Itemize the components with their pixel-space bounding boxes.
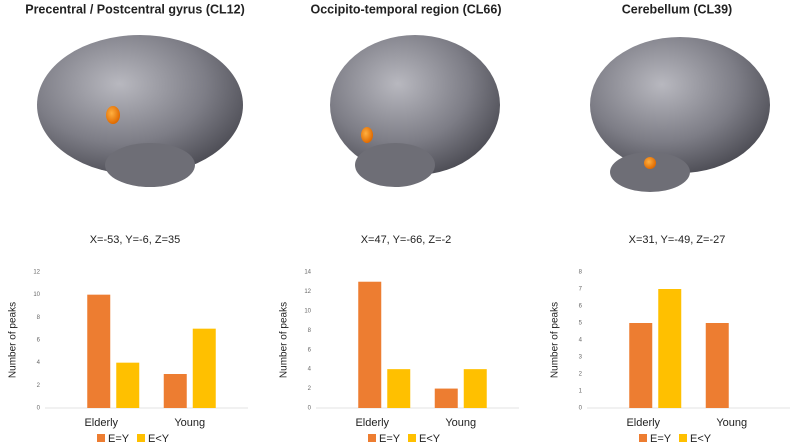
bar	[192, 328, 216, 408]
x-tick-label: Young	[174, 417, 205, 429]
legend-label: E<Y	[419, 433, 441, 445]
chart-title: Occipito-temporal region (CL66)	[311, 2, 502, 16]
x-tick-label: Young	[445, 417, 476, 429]
legend-swatch	[639, 434, 647, 442]
legend-label: E=Y	[379, 433, 401, 445]
bar	[163, 374, 187, 408]
y-tick-label: 6	[579, 304, 583, 310]
y-tick-label: 0	[308, 406, 312, 412]
y-tick-label: 2	[579, 372, 583, 378]
bar	[387, 369, 411, 408]
x-tick-label: Young	[716, 417, 747, 429]
y-tick-label: 5	[579, 321, 583, 327]
y-tick-label: 8	[579, 270, 583, 276]
legend-label: E<Y	[690, 433, 712, 445]
chart-title: Cerebellum (CL39)	[622, 2, 732, 16]
brain-3	[590, 37, 770, 192]
y-tick-label: 0	[579, 406, 583, 412]
bar	[463, 369, 487, 408]
y-tick-label: 6	[308, 347, 312, 353]
y-tick-label: 3	[579, 355, 583, 361]
y-tick-label: 7	[579, 287, 583, 293]
legend-swatch	[408, 434, 416, 442]
y-tick-label: 8	[308, 328, 312, 334]
bar	[629, 323, 653, 408]
legend-swatch	[368, 434, 376, 442]
bar	[116, 362, 140, 408]
legend-swatch	[97, 434, 105, 442]
legend-swatch	[679, 434, 687, 442]
x-tick-label: Elderly	[355, 417, 389, 429]
x-tick-label: Elderly	[626, 417, 660, 429]
coordinates: X=31, Y=-49, Z=-27	[629, 234, 726, 246]
chart-title: Precentral / Postcentral gyrus (CL12)	[25, 2, 245, 16]
y-tick-label: 12	[33, 270, 40, 276]
legend-label: E=Y	[108, 433, 130, 445]
y-tick-label: 4	[37, 360, 41, 366]
bar	[358, 281, 382, 408]
y-tick-label: 8	[37, 315, 41, 321]
bar	[658, 289, 682, 408]
y-axis-label: Number of peaks	[279, 302, 290, 378]
coordinates: X=47, Y=-66, Z=-2	[361, 234, 452, 246]
y-tick-label: 14	[304, 270, 311, 276]
y-axis-label: Number of peaks	[550, 302, 561, 378]
bar	[87, 294, 111, 408]
brain-2	[330, 35, 500, 187]
legend-swatch	[137, 434, 145, 442]
y-axis-label: Number of peaks	[8, 302, 19, 378]
legend-label: E<Y	[148, 433, 170, 445]
y-tick-label: 4	[308, 367, 312, 373]
y-tick-label: 12	[304, 289, 311, 295]
y-tick-label: 2	[308, 386, 312, 392]
y-tick-label: 6	[37, 338, 41, 344]
y-tick-label: 2	[37, 383, 41, 389]
bar	[705, 323, 729, 408]
brain-1	[37, 35, 243, 187]
bar	[434, 388, 458, 408]
coordinates: X=-53, Y=-6, Z=35	[90, 234, 181, 246]
y-tick-label: 10	[304, 308, 311, 314]
y-tick-label: 4	[579, 338, 583, 344]
x-tick-label: Elderly	[84, 417, 118, 429]
y-tick-label: 10	[33, 292, 40, 298]
y-tick-label: 0	[37, 406, 41, 412]
y-tick-label: 1	[579, 389, 583, 395]
legend-label: E=Y	[650, 433, 672, 445]
